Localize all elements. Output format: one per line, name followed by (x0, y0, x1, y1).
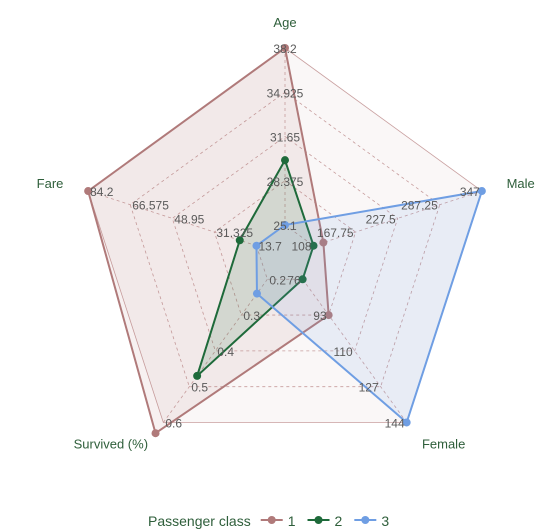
series-2-point-1 (281, 156, 289, 165)
series-1-area (87, 47, 330, 435)
tick-label: 347 (460, 185, 480, 199)
tick-label: 0.2 (269, 273, 286, 287)
series-1-point-5 (84, 187, 93, 196)
legend-label: 1 (288, 513, 296, 529)
axis-tick-labels: 25.1 28.375 31.65 34.925 38.2 108 167.75 227.5 2… (90, 42, 480, 430)
series-1-point-4 (151, 429, 160, 438)
axis-title: Survived (%) (74, 437, 148, 452)
series-3-point-5 (252, 241, 261, 250)
legend-swatch-point (314, 516, 323, 524)
tick-label: 13.7 (258, 240, 282, 254)
series-3-point-1 (281, 221, 289, 229)
tick-label: 110 (334, 345, 353, 359)
tick-label: 0.3 (243, 309, 260, 323)
tick-label: 287.25 (401, 199, 438, 213)
series-1-point-1 (281, 44, 289, 52)
tick-label: 31.325 (216, 226, 253, 240)
axis-title: Male (507, 176, 535, 191)
tick-label: 167.75 (317, 226, 354, 240)
tick-label: 108 (292, 240, 312, 254)
series-1-point-2 (319, 238, 328, 247)
series-3-point-3 (402, 418, 411, 427)
axis-titles: Age Male Female Survived (%) Fare (37, 15, 535, 452)
tick-label: 127 (359, 381, 379, 395)
legend-swatch-point (361, 516, 370, 524)
tick-label: 0.6 (165, 416, 182, 430)
legend-label: 3 (381, 513, 389, 529)
series-3-point-2 (477, 187, 486, 196)
tick-label: 93 (313, 309, 327, 323)
series-2-point-2 (309, 241, 318, 250)
tick-label: 144 (385, 416, 405, 430)
tick-label: 38.2 (273, 42, 297, 56)
series-3-area (255, 190, 483, 424)
tick-label: 227.5 (366, 212, 396, 226)
grid-ring-2 (213, 180, 357, 316)
legend-items: 1 2 3 (260, 513, 389, 529)
tick-label: 31.65 (270, 131, 300, 145)
series-2-area (196, 159, 315, 377)
tick-label: 0.5 (191, 381, 208, 395)
series-2-point-5 (235, 236, 244, 245)
tick-label: 76 (287, 273, 301, 287)
legend: Passenger class 1 2 3 (148, 513, 389, 529)
tick-label: 28.375 (267, 175, 304, 189)
axis-title: Fare (37, 176, 64, 191)
tick-label: 25.1 (273, 219, 297, 233)
legend-swatch-point (267, 516, 276, 524)
series-1-point-3 (324, 311, 333, 320)
series-3-point-4 (252, 289, 261, 298)
legend-label: 2 (335, 513, 343, 529)
axis-title: Female (422, 437, 465, 452)
tick-label: 84.2 (90, 185, 114, 199)
series-2-point-3 (298, 275, 307, 284)
legend-title: Passenger class (148, 513, 251, 529)
axis-title: Age (273, 15, 296, 30)
series-areas (84, 44, 486, 438)
tick-label: 34.925 (267, 86, 304, 100)
series-2-point-4 (193, 371, 202, 380)
tick-label: 0.4 (217, 345, 234, 359)
tick-label: 48.95 (174, 212, 204, 226)
tick-label: 66.575 (132, 199, 169, 213)
grid-ring-3 (171, 136, 399, 352)
